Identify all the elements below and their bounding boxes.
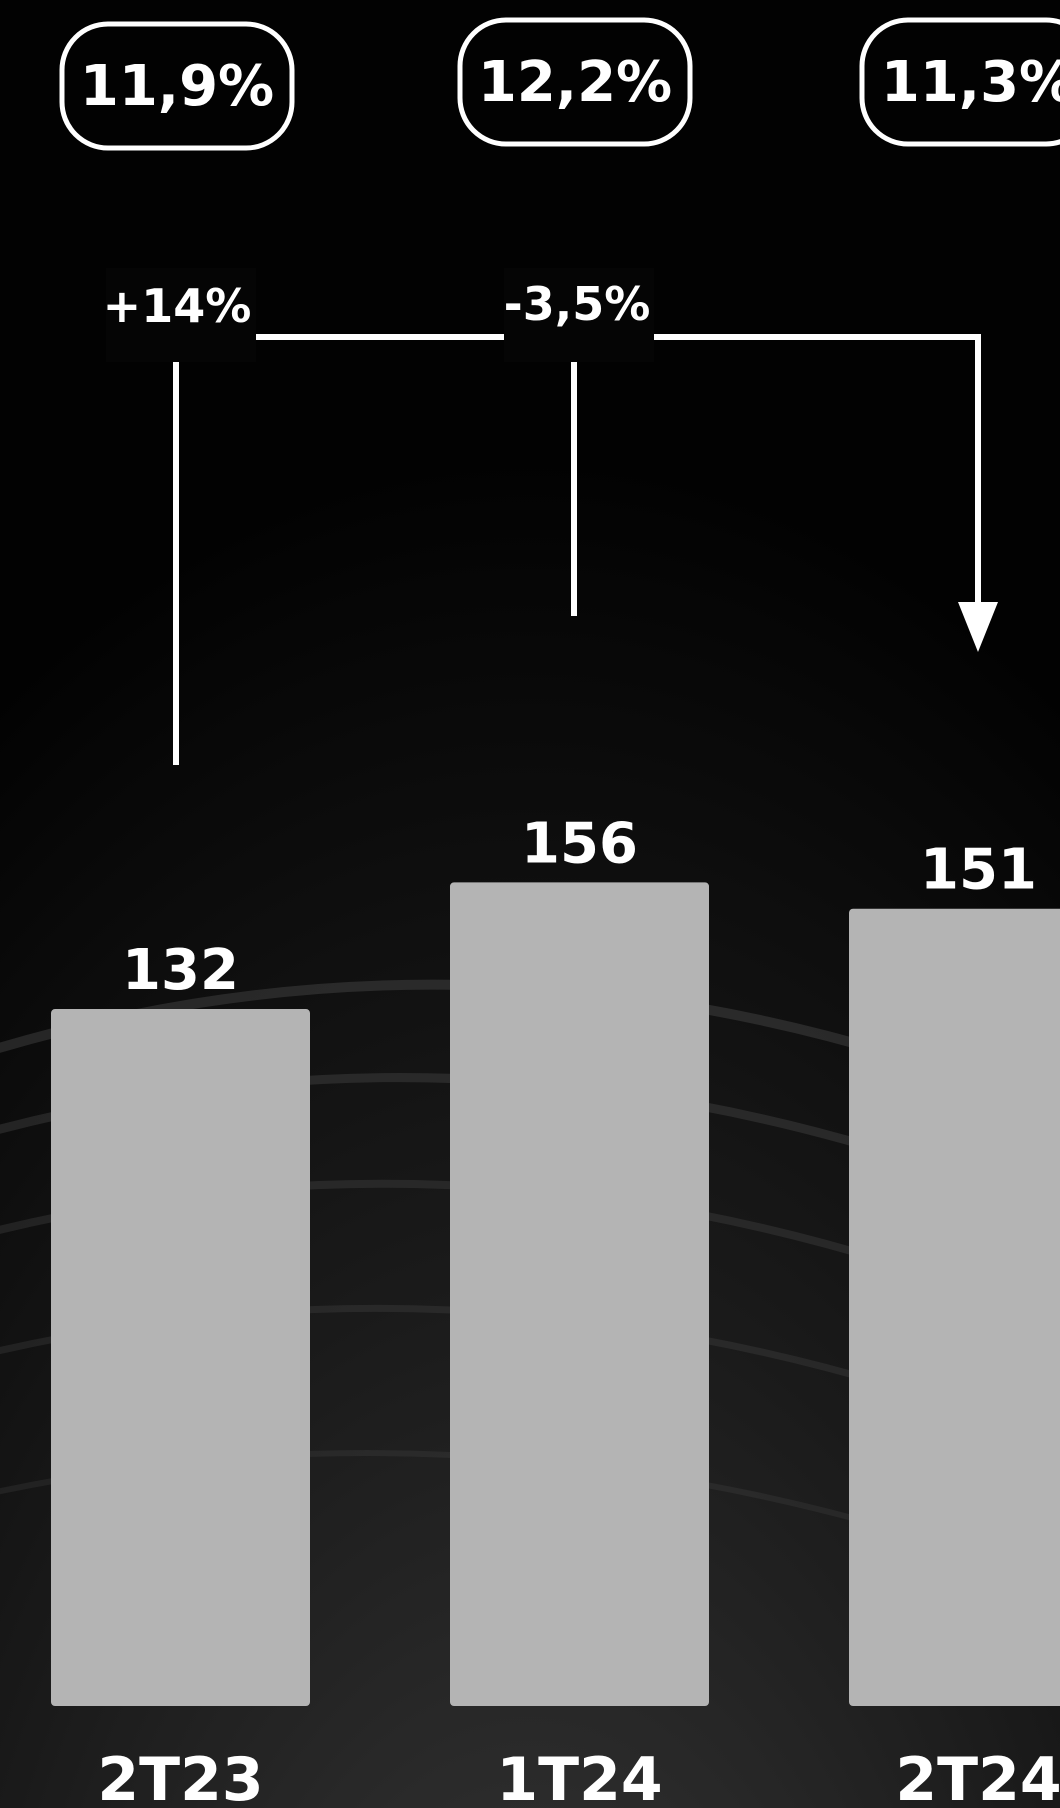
x-axis-tick-labels: 2T23 1T24 2T24 [97,1745,1060,1808]
variation-label-bg [106,268,256,362]
badge-label: 12,2% [478,50,672,115]
value-label-1T24: 156 [521,811,638,876]
value-label-2T24: 151 [920,838,1037,903]
badge-label: 11,3% [881,50,1060,115]
bar-1T24 [450,882,709,1706]
bar-2T24 [849,908,1060,1706]
category-label-1T24: 1T24 [496,1745,662,1808]
category-label-2T24: 2T24 [895,1745,1060,1808]
category-label-2T23: 2T23 [97,1745,263,1808]
variation-label-1T24: -3,5% [504,277,651,331]
badge-label: 11,9% [80,54,274,119]
data-labels: 132 156 151 [122,811,1037,1003]
bar-series [51,882,1060,1706]
variation-label-2T23: +14% [103,279,252,333]
badge-outline [457,17,693,147]
value-label-2T23: 132 [122,938,239,1003]
margin-badge-1T24: 12,2% [457,17,693,147]
variation-label-bg [504,268,654,362]
badge-outline [59,21,295,151]
bar-2T23 [51,1009,310,1706]
arrow-head-icon [958,602,998,652]
badge-outline [859,17,1060,147]
margin-badge-2T24: 11,3% [859,17,1060,147]
margin-badge-2T23: 11,9% [59,21,295,151]
